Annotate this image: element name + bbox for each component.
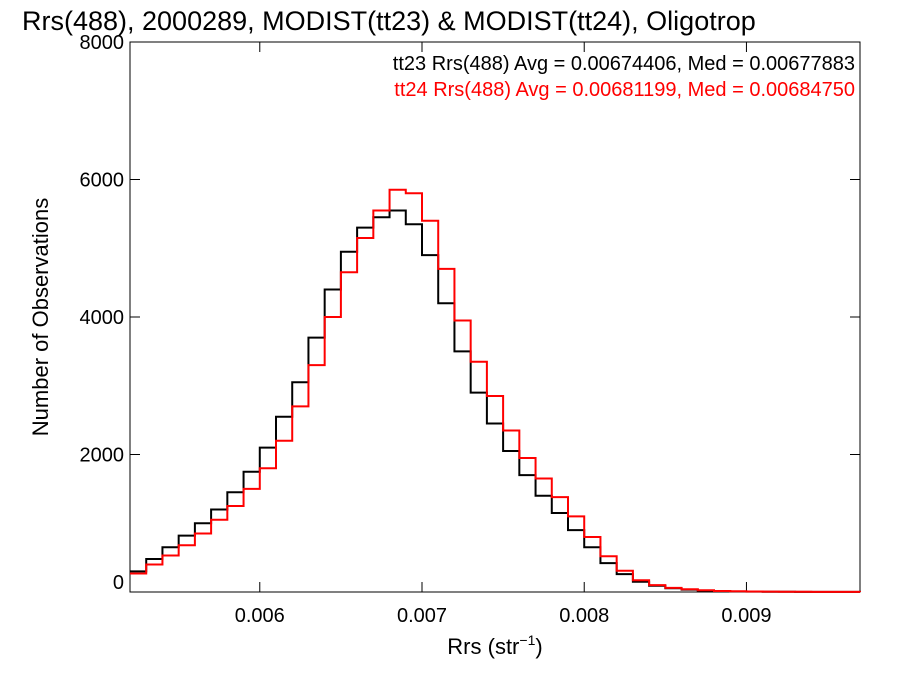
series-line-0 [130,209,861,593]
x-axis-label: Rrs (str−1) [447,632,542,659]
x-tick-label: 0.006 [235,605,285,627]
y-tick-label: 2000 [80,445,125,467]
y-tick-label: 6000 [80,170,125,192]
legend-entry-tt23: tt23 Rrs(488) Avg = 0.00674406, Med = 0.… [393,53,855,75]
x-tick-label: 0.009 [721,605,771,627]
y-tick-label: 0 [113,572,124,594]
x-axis-label-exponent: −1 [519,632,535,648]
series-group [130,188,861,593]
x-axis: 0.006 0.007 0.008 0.009 [235,42,771,627]
y-axis: 0 2000 4000 6000 8000 [80,32,860,594]
x-axis-label-close: ) [535,634,542,659]
legend-entry-tt24: tt24 Rrs(488) Avg = 0.00681199, Med = 0.… [394,79,855,101]
y-tick-label: 8000 [80,32,125,54]
x-tick-label: 0.008 [559,605,609,627]
x-axis-label-main: Rrs (str [447,634,519,659]
x-tick-label: 0.007 [397,605,447,627]
plot-frame [129,41,861,593]
series-line-1 [130,188,861,593]
chart-title: Rrs(488), 2000289, MODIST(tt23) & MODIST… [22,6,756,36]
y-axis-label: Number of Observations [28,198,53,436]
y-tick-label: 4000 [80,307,125,329]
